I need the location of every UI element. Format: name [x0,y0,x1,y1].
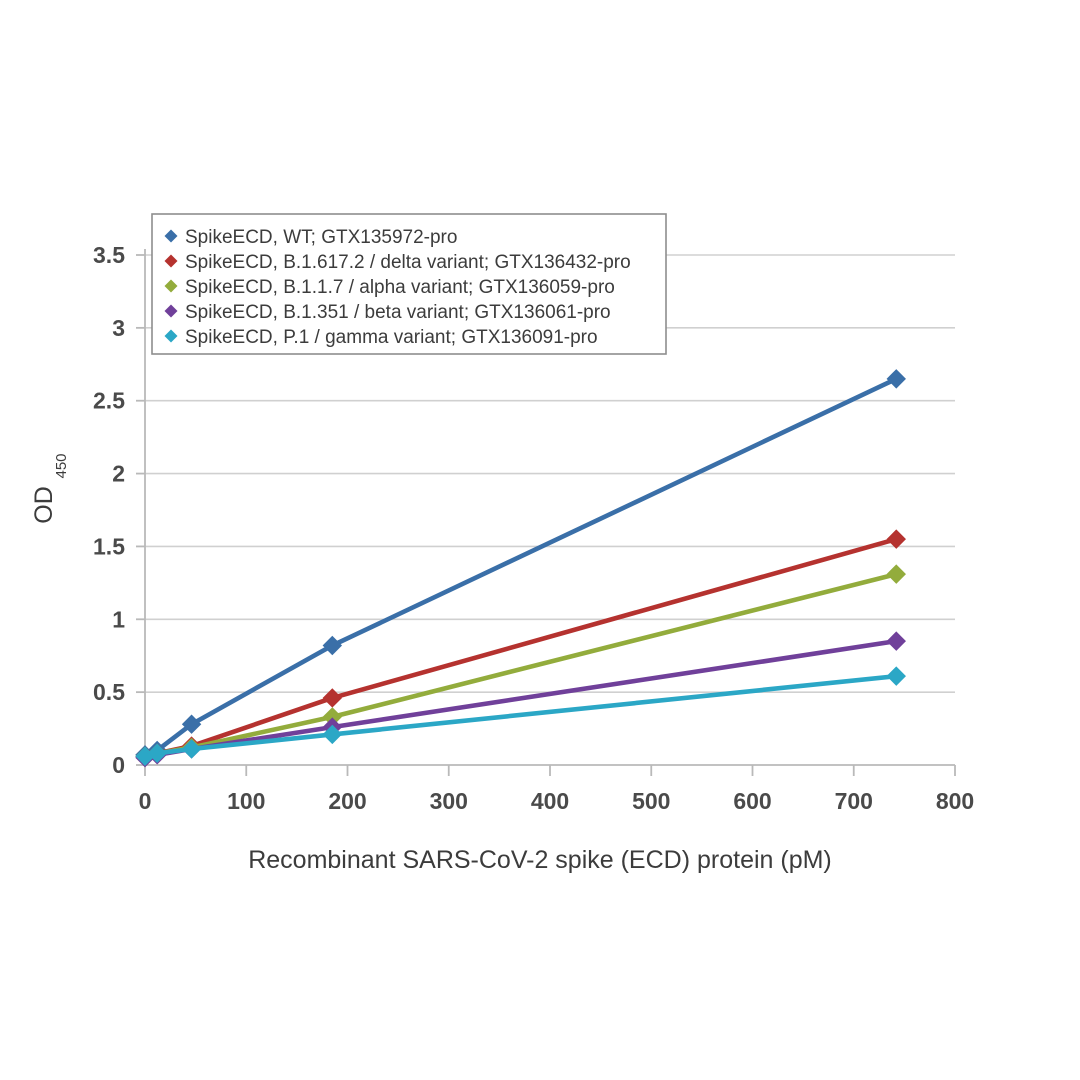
data-point-marker [322,688,343,708]
x-tick-label: 800 [936,788,974,814]
y-tick-label: 1.5 [93,533,125,559]
series-line [142,571,899,759]
y-axis-title-subscript: 450 [53,453,70,478]
data-point-marker [147,743,167,764]
data-point-marker [886,666,906,686]
chart-legend: SpikeECD, WT; GTX135972-pro SpikeECD, B.1… [151,213,667,355]
y-axis-title-text: OD [30,486,58,524]
y-tick-label: 2.5 [93,388,125,414]
series-line [142,536,899,759]
legend-label: SpikeECD, WT; GTX135972-pro [185,227,457,248]
legend-label: SpikeECD, B.1.617.2 / delta variant; GTX… [185,252,631,273]
y-tick-label: 3 [112,315,125,341]
y-tick-label: 1 [112,606,125,632]
legend-item[interactable]: SpikeECD, B.1.617.2 / delta variant; GTX… [164,252,631,273]
y-axis-title: OD 450 [30,453,70,523]
y-tick-label: 2 [112,461,125,487]
x-tick-label: 700 [835,788,873,814]
legend-label: SpikeECD, B.1.351 / beta variant; GTX136… [185,302,611,323]
data-point-marker [886,631,906,651]
x-tick-label: 300 [430,788,468,814]
x-tick-label: 0 [139,788,152,814]
legend-marker-icon [164,229,178,243]
legend-item[interactable]: SpikeECD, P.1 / gamma variant; GTX136091… [164,327,598,348]
data-series [135,529,906,766]
legend-marker-icon [164,329,178,343]
data-point-marker [886,369,906,389]
legend-marker-icon [164,279,178,293]
x-tick-label: 600 [733,788,771,814]
legend-label: SpikeECD, P.1 / gamma variant; GTX136091… [185,327,598,348]
legend-box [151,213,667,355]
data-point-marker [181,714,202,734]
y-tick-label: 0.5 [93,679,125,705]
x-tick-label: 200 [328,788,366,814]
data-series [135,564,906,766]
data-point-marker [886,529,906,549]
legend-marker-icon [164,304,178,318]
x-tick-label: 400 [531,788,569,814]
legend-marker-icon [164,254,178,268]
data-point-marker [322,724,343,745]
x-tick-label: 500 [632,788,670,814]
x-axis-tick-labels: 0 100 200 300 400 500 600 700 800 [139,788,975,814]
y-tick-label: 3.5 [93,242,125,268]
data-series-group [135,369,906,768]
legend-item[interactable]: SpikeECD, B.1.1.7 / alpha variant; GTX13… [164,277,615,298]
x-tick-label: 100 [227,788,265,814]
data-point-marker [181,739,202,759]
legend-item[interactable]: SpikeECD, WT; GTX135972-pro [164,227,458,248]
x-axis-ticks [144,765,956,776]
data-series [135,666,906,766]
legend-label: SpikeECD, B.1.1.7 / alpha variant; GTX13… [185,277,615,298]
data-series [135,631,906,768]
data-point-marker [322,635,343,656]
data-point-marker [886,564,906,584]
y-tick-label: 0 [112,752,125,778]
y-axis-tick-labels: 0 0.5 1 1.5 2 2.5 3 3.5 [93,242,125,778]
x-axis-title: Recombinant SARS-CoV-2 spike (ECD) prote… [248,846,832,874]
legend-item[interactable]: SpikeECD, B.1.351 / beta variant; GTX136… [164,302,611,323]
